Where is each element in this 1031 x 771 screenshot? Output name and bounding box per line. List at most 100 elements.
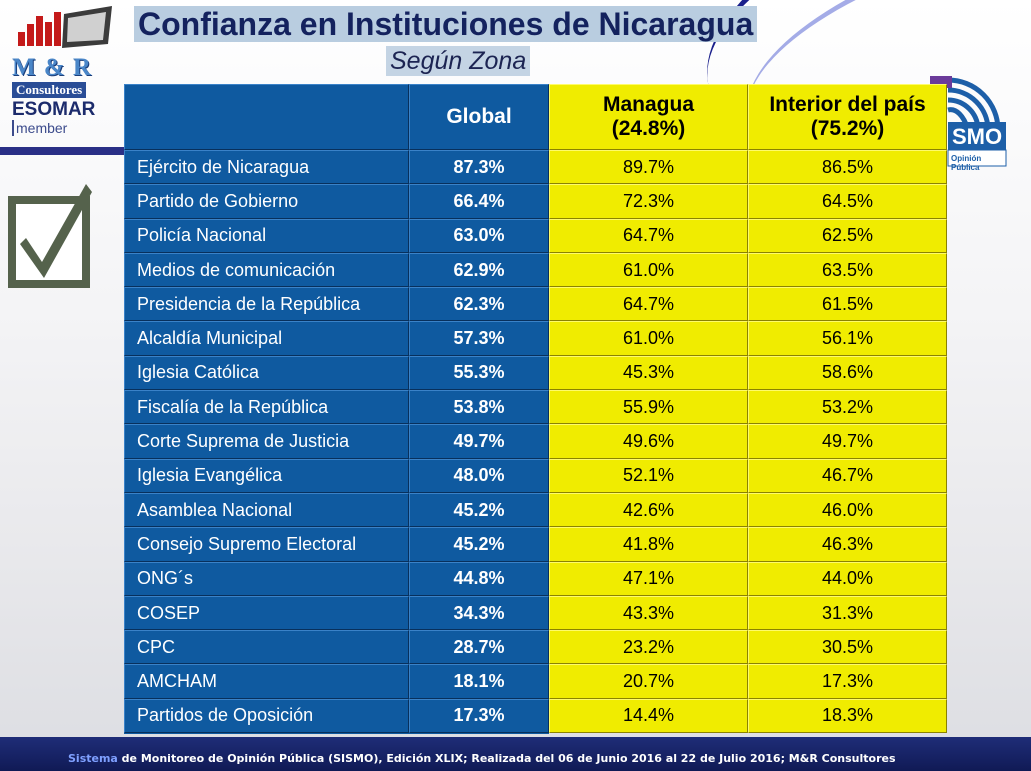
institution-cell: Iglesia Católica [124,355,409,391]
footer-bar [0,737,1031,771]
table-row: Partido de Gobierno 66.4% 72.3% 64.5% [124,184,948,219]
table-row: Ejército de Nicaragua 87.3% 89.7% 86.5% [124,150,948,185]
interior-cell: 17.3% [748,664,947,699]
interior-cell: 44.0% [748,561,947,596]
interior-cell: 64.5% [748,184,947,219]
interior-cell: 56.1% [748,321,947,356]
global-cell: 87.3% [409,150,549,185]
interior-cell: 49.7% [748,424,947,459]
logo-esomar: ESOMAR [12,99,96,120]
institution-cell: COSEP [124,595,409,631]
footer-text: de Monitoreo de Opinión Pública (SISMO),… [117,752,896,765]
global-cell: 53.8% [409,390,549,425]
header-interior-label: Interior del país [769,93,926,116]
institution-cell: Consejo Supremo Electoral [124,527,409,562]
table-row: Corte Suprema de Justicia 49.7% 49.6% 49.7% [124,424,948,459]
table-row: Consejo Supremo Electoral 45.2% 41.8% 46.3% [124,527,948,562]
institution-cell: Iglesia Evangélica [124,458,409,493]
sismo-text: SMO [952,124,1003,149]
sismo-logo: SMO Opinión Pública [918,70,1008,172]
logo-underline-bar [0,147,125,155]
page-title: Confianza en Instituciones de Nicaragua [134,6,758,42]
global-cell: 55.3% [409,355,549,391]
mr-consultores-logo: M & R Consultores ESOMAR member [4,4,122,144]
global-cell: 66.4% [409,184,549,219]
global-cell: 34.3% [409,595,549,631]
sismo-waves-icon [930,76,1007,167]
interior-cell: 46.7% [748,458,947,493]
header-institution [124,84,409,150]
header-managua-label: Managua [602,93,694,116]
managua-cell: 47.1% [549,561,748,596]
institution-cell: Fiscalía de la República [124,390,409,425]
global-cell: 62.3% [409,287,549,322]
confidence-table: Global Managua (24.8%) Interior del país… [124,84,948,734]
managua-cell: 61.0% [549,321,748,356]
institution-cell: ONG´s [124,561,409,596]
header-interior-share: (75.2%) [810,117,885,140]
institution-cell: Asamblea Nacional [124,492,409,528]
logo-brand: M & R [12,54,92,81]
table-row: COSEP 34.3% 43.3% 31.3% [124,595,948,631]
header-interior: Interior del país (75.2%) [748,84,947,150]
header-managua: Managua (24.8%) [549,84,748,150]
global-cell: 28.7% [409,630,549,665]
global-cell: 45.2% [409,492,549,528]
header-managua-share: (24.8%) [611,117,686,140]
table-row: Policía Nacional 63.0% 64.7% 62.5% [124,218,948,253]
managua-cell: 89.7% [549,150,748,185]
managua-cell: 64.7% [549,287,748,322]
institution-cell: Alcaldía Municipal [124,321,409,356]
interior-cell: 30.5% [748,630,947,665]
institution-cell: Medios de comunicación [124,252,409,288]
logo-consultores: Consultores [12,82,87,98]
managua-cell: 14.4% [549,698,748,734]
interior-cell: 58.6% [748,355,947,391]
institution-cell: Corte Suprema de Justicia [124,424,409,459]
global-cell: 49.7% [409,424,549,459]
global-cell: 17.3% [409,698,549,734]
table-row: Medios de comunicación 62.9% 61.0% 63.5% [124,252,948,288]
interior-cell: 46.3% [748,527,947,562]
managua-cell: 45.3% [549,355,748,391]
global-cell: 57.3% [409,321,549,356]
table-row: Alcaldía Municipal 57.3% 61.0% 56.1% [124,321,948,356]
managua-cell: 42.6% [549,492,748,528]
institution-cell: CPC [124,630,409,665]
institution-cell: Policía Nacional [124,218,409,253]
table-row: CPC 28.7% 23.2% 30.5% [124,630,948,665]
managua-cell: 23.2% [549,630,748,665]
bar-chart-logo-icon [18,6,112,48]
page-subtitle: Según Zona [386,46,531,76]
interior-cell: 62.5% [748,218,947,253]
global-cell: 63.0% [409,218,549,253]
table-row: Asamblea Nacional 45.2% 42.6% 46.0% [124,492,948,528]
institution-cell: Ejército de Nicaragua [124,150,409,185]
managua-cell: 43.3% [549,595,748,631]
interior-cell: 31.3% [748,595,947,631]
sismo-tagline: Opinión Pública [951,154,982,172]
footer-highlight: Sistema [68,752,118,765]
header-global: Global [409,84,549,150]
managua-cell: 61.0% [549,252,748,288]
footer-note: Sistema de Monitoreo de Opinión Pública … [68,752,896,765]
managua-cell: 72.3% [549,184,748,219]
interior-cell: 61.5% [748,287,947,322]
managua-cell: 20.7% [549,664,748,699]
table-row: Partidos de Oposición 17.3% 14.4% 18.3% [124,698,948,734]
interior-cell: 86.5% [748,150,947,185]
global-cell: 45.2% [409,527,549,562]
table-header-row: Global Managua (24.8%) Interior del país… [124,84,948,150]
interior-cell: 53.2% [748,390,947,425]
managua-cell: 49.6% [549,424,748,459]
managua-cell: 41.8% [549,527,748,562]
institution-cell: Partidos de Oposición [124,698,409,734]
global-cell: 44.8% [409,561,549,596]
managua-cell: 55.9% [549,390,748,425]
managua-cell: 64.7% [549,218,748,253]
interior-cell: 46.0% [748,492,947,528]
table-row: Iglesia Católica 55.3% 45.3% 58.6% [124,355,948,391]
institution-cell: Partido de Gobierno [124,184,409,219]
managua-cell: 52.1% [549,458,748,493]
table-row: AMCHAM 18.1% 20.7% 17.3% [124,664,948,699]
